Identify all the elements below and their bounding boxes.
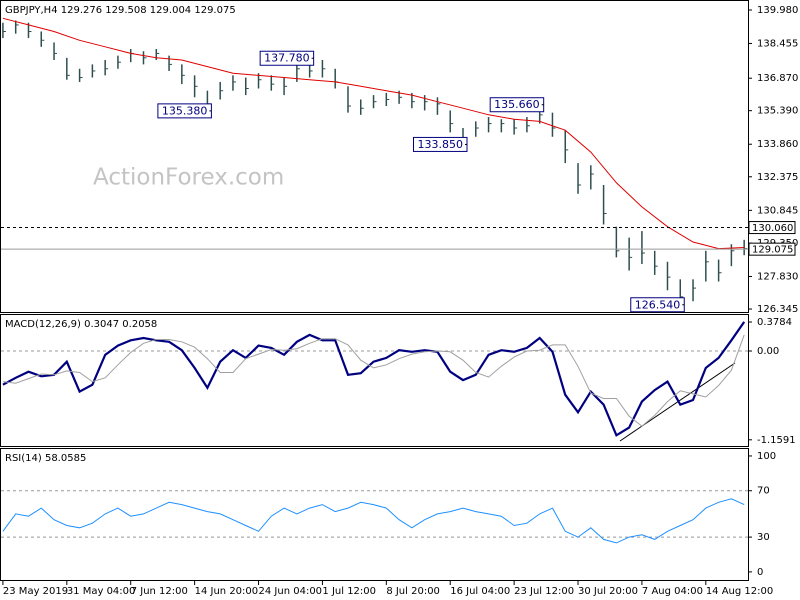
y-tick-label: 0.00 — [757, 346, 779, 357]
x-tick-label: 14 Jun 20:00 — [195, 586, 259, 597]
series-line — [2, 498, 745, 544]
annotation-label: 135.660 — [494, 98, 539, 111]
x-tick-label: 14 Aug 12:00 — [706, 586, 773, 597]
moving-average — [2, 17, 745, 250]
y-tick-label: 0 — [757, 567, 763, 578]
watermark: ActionForex.com — [93, 165, 284, 191]
panel-title: MACD(12,26,9) 0.3047 0.2058 — [5, 319, 157, 330]
x-tick-label: 16 Jul 04:00 — [450, 586, 510, 597]
rsi-panel — [0, 448, 749, 581]
level-label: 129.075 — [752, 245, 793, 256]
y-tick-label: 138.455 — [757, 38, 798, 49]
x-tick-label: 30 Jul 20:00 — [578, 586, 638, 597]
x-tick-label: 1 Jul 12:00 — [322, 586, 376, 597]
y-tick-label: 136.870 — [757, 73, 798, 84]
level-label: 130.060 — [752, 223, 793, 234]
x-tick-label: 7 Jun 12:00 — [131, 586, 188, 597]
y-tick-label: 70 — [757, 486, 770, 497]
y-tick-label: -1.1591 — [757, 435, 796, 446]
panel-title: GBPJPY,H4 129.276 129.508 129.004 129.07… — [5, 5, 236, 16]
level-label-box — [748, 242, 796, 256]
y-tick-label: 30 — [757, 532, 770, 543]
x-tick-label: 7 Aug 04:00 — [642, 586, 703, 597]
x-tick-label: 8 Jul 20:00 — [386, 586, 440, 597]
y-tick-label: 135.390 — [757, 106, 798, 117]
y-tick-label: 0.3784 — [757, 317, 792, 328]
panel-title: RSI(14) 58.0585 — [5, 453, 86, 464]
y-tick-label: 126.345 — [757, 304, 798, 315]
annotation-label: 135.380 — [162, 104, 208, 117]
y-tick-label: 139.980 — [757, 5, 798, 16]
x-tick-label: 24 Jun 04:00 — [259, 586, 323, 597]
macd-panel — [0, 314, 749, 447]
y-tick-label: 127.830 — [757, 271, 798, 282]
x-tick-label: 31 May 04:00 — [67, 586, 136, 597]
series-line — [2, 321, 746, 437]
series-line — [2, 334, 745, 427]
annotation-label: 133.850 — [418, 138, 464, 151]
annotation-label: 126.540 — [635, 298, 681, 311]
y-tick-label: 130.845 — [757, 205, 798, 216]
price-panel — [0, 0, 749, 313]
level-label-box — [748, 221, 796, 235]
trend-line — [619, 362, 736, 442]
y-tick-label: 100 — [757, 451, 776, 462]
y-tick-label: 132.375 — [757, 172, 798, 183]
x-tick-label: 23 May 2019 — [3, 586, 68, 597]
annotation-label: 137.780 — [264, 52, 310, 65]
x-tick-label: 23 Jul 12:00 — [514, 586, 574, 597]
y-tick-label: 133.860 — [757, 139, 798, 150]
